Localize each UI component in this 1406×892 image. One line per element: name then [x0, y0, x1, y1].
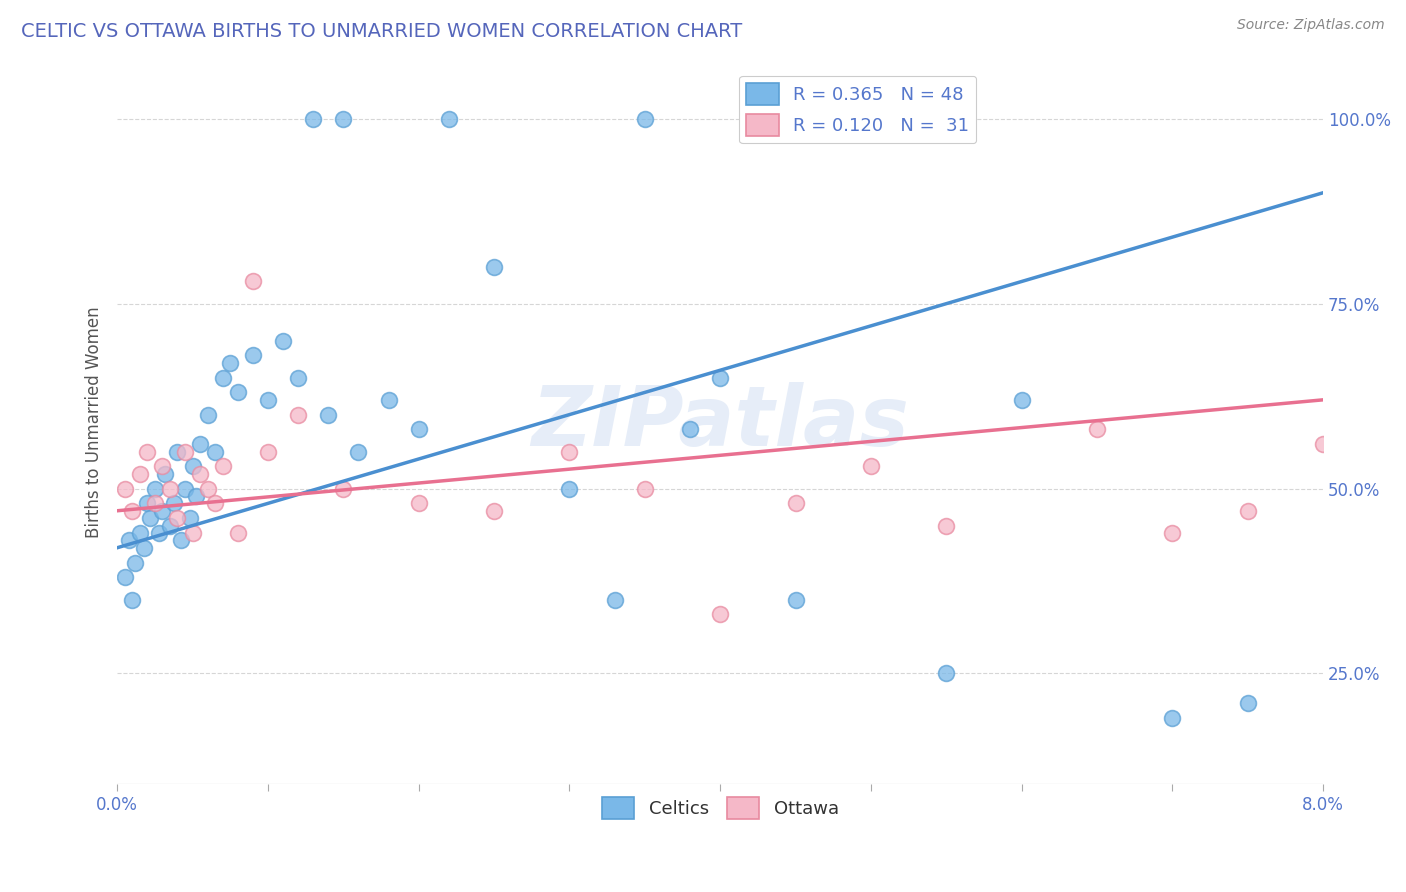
Point — [155, 467, 177, 481]
Point — [1011, 392, 1033, 407]
Point — [143, 496, 166, 510]
Text: CELTIC VS OTTAWA BIRTHS TO UNMARRIED WOMEN CORRELATION CHART: CELTIC VS OTTAWA BIRTHS TO UNMARRIED WOM… — [21, 22, 742, 41]
Text: 8.0%: 8.0% — [1302, 796, 1344, 814]
Point — [242, 348, 264, 362]
Point — [166, 511, 188, 525]
Point — [709, 607, 731, 622]
Point — [134, 541, 156, 555]
Point — [181, 525, 204, 540]
Point — [128, 525, 150, 540]
Point — [785, 496, 807, 510]
Point — [1236, 696, 1258, 710]
Text: ZIPatlas: ZIPatlas — [531, 382, 910, 463]
Point — [204, 444, 226, 458]
Point — [437, 112, 460, 126]
Point — [679, 422, 702, 436]
Point — [935, 666, 957, 681]
Point — [271, 334, 294, 348]
Point — [257, 444, 280, 458]
Point — [785, 592, 807, 607]
Point — [188, 437, 211, 451]
Point — [181, 459, 204, 474]
Point — [226, 385, 249, 400]
Point — [169, 533, 191, 548]
Point — [121, 592, 143, 607]
Point — [287, 408, 309, 422]
Point — [136, 496, 159, 510]
Point — [219, 356, 242, 370]
Point — [184, 489, 207, 503]
Point — [709, 370, 731, 384]
Point — [159, 518, 181, 533]
Point — [935, 518, 957, 533]
Point — [136, 444, 159, 458]
Point — [114, 482, 136, 496]
Point — [1161, 525, 1184, 540]
Point — [174, 482, 197, 496]
Point — [197, 408, 219, 422]
Point — [118, 533, 141, 548]
Point — [634, 482, 657, 496]
Point — [408, 496, 430, 510]
Point — [204, 496, 226, 510]
Point — [163, 496, 186, 510]
Point — [188, 467, 211, 481]
Point — [139, 511, 162, 525]
Point — [166, 444, 188, 458]
Legend: Celtics, Ottawa: Celtics, Ottawa — [595, 789, 846, 826]
Point — [242, 275, 264, 289]
Point — [152, 459, 174, 474]
Point — [482, 260, 505, 274]
Point — [128, 467, 150, 481]
Point — [287, 370, 309, 384]
Point — [1236, 504, 1258, 518]
Point — [408, 422, 430, 436]
Point — [211, 459, 233, 474]
Point — [143, 482, 166, 496]
Point — [114, 570, 136, 584]
Text: Source: ZipAtlas.com: Source: ZipAtlas.com — [1237, 18, 1385, 32]
Point — [634, 112, 657, 126]
Point — [1085, 422, 1108, 436]
Point — [347, 444, 370, 458]
Point — [859, 459, 882, 474]
Point — [226, 525, 249, 540]
Point — [124, 556, 146, 570]
Point — [179, 511, 201, 525]
Y-axis label: Births to Unmarried Women: Births to Unmarried Women — [86, 306, 103, 538]
Point — [148, 525, 170, 540]
Point — [211, 370, 233, 384]
Point — [159, 482, 181, 496]
Point — [603, 592, 626, 607]
Point — [377, 392, 399, 407]
Point — [558, 444, 581, 458]
Point — [152, 504, 174, 518]
Point — [197, 482, 219, 496]
Point — [174, 444, 197, 458]
Point — [1161, 711, 1184, 725]
Point — [121, 504, 143, 518]
Point — [332, 112, 354, 126]
Point — [302, 112, 325, 126]
Point — [482, 504, 505, 518]
Point — [332, 482, 354, 496]
Point — [558, 482, 581, 496]
Point — [1312, 437, 1334, 451]
Point — [316, 408, 339, 422]
Point — [257, 392, 280, 407]
Text: 0.0%: 0.0% — [96, 796, 138, 814]
